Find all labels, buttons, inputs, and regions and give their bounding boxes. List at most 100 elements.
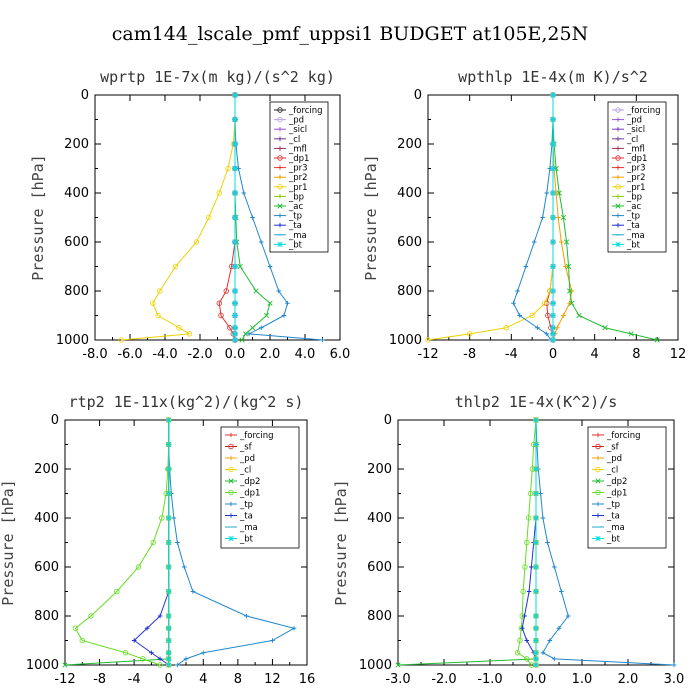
x-tick-label: 8: [234, 672, 242, 687]
data-point: [249, 325, 256, 331]
data-point: [550, 300, 556, 306]
data-point: [175, 662, 180, 668]
x-tick-label: 4: [199, 672, 207, 687]
legend-marker: [277, 213, 283, 218]
data-point: [522, 613, 527, 619]
chart-panel-2: wpthlp 1E-4x(m K)/s^2 Pressure [hPa] -12 -8…: [362, 68, 686, 362]
data-point: [524, 638, 530, 643]
legend-box: [587, 426, 667, 549]
data-point: [166, 637, 172, 644]
data-point: [520, 588, 526, 595]
data-point: [540, 515, 546, 521]
x-tick-label: -8: [463, 347, 476, 362]
x-tick-label: 4: [591, 347, 599, 362]
panel-title: wprtp 1E-7x(m kg)/(s^2 kg): [100, 68, 335, 86]
legend-label: _cl: [606, 466, 618, 476]
data-point: [527, 490, 534, 497]
data-point: [533, 539, 539, 546]
y-tick-label: 1000: [389, 333, 422, 348]
data-point: [533, 650, 539, 656]
y-tick-label: 0: [51, 413, 59, 428]
data-point: [552, 564, 557, 570]
legend-label: _dp1: [239, 489, 260, 499]
legend-marker: [277, 241, 283, 248]
data-point: [531, 239, 537, 245]
data-point: [166, 662, 172, 668]
chart-panel-3: rtp2 1E-11x(kg^2)/(kg^2 s) Pressure [hPa]…: [0, 393, 315, 687]
data-point: [242, 331, 249, 337]
legend: _forcing_pd_sicl_cl_mfl_dp1_pr3_pr2_pr1_…: [607, 101, 667, 253]
data-point: [232, 300, 238, 306]
y-tick-label: 600: [64, 235, 89, 250]
data-point: [538, 491, 543, 496]
legend-label: _forcing: [626, 106, 661, 116]
legend-label: _mfl: [288, 144, 307, 154]
legend-label: _bt: [239, 535, 254, 545]
legend-label: _ac: [288, 202, 303, 212]
legend-label: _ta: [239, 512, 253, 522]
data-point: [291, 625, 297, 631]
panel-title: thlp2 1E-4x(K^2)/s: [455, 393, 618, 411]
legend-marker: [228, 489, 234, 496]
legend-label: _tp: [606, 500, 620, 510]
legend-marker: [277, 136, 283, 142]
y-axis-label: Pressure [hPa]: [332, 479, 350, 605]
data-point: [563, 239, 570, 245]
legend-marker: [277, 146, 283, 151]
legend-label: _sf: [239, 443, 253, 453]
data-point: [232, 263, 238, 270]
data-point: [565, 613, 571, 619]
data-point: [533, 515, 539, 521]
y-tick-label: 800: [34, 609, 59, 624]
x-tick-label: -2.0: [431, 672, 456, 687]
series-line-dp1: [74, 420, 170, 666]
data-point: [541, 300, 548, 306]
data-point: [267, 300, 273, 306]
chart-panels: wprtp 1E-7x(m kg)/(s^2 kg) Pressure [hPa]…: [0, 68, 686, 687]
data-point: [166, 417, 172, 423]
data-point: [533, 656, 539, 662]
x-tick-label: -8.0: [82, 347, 107, 362]
data-point: [166, 564, 172, 570]
data-point: [232, 214, 238, 221]
y-tick-label: 0: [414, 88, 422, 103]
data-point: [186, 331, 193, 337]
series-line-pr1: [121, 95, 236, 341]
data-point: [155, 312, 161, 319]
y-tick-label: 0: [384, 413, 392, 428]
data-point: [175, 540, 180, 545]
data-point: [602, 325, 608, 331]
data-point: [545, 540, 550, 545]
legend-marker: [595, 455, 601, 461]
legend-label: _bt: [626, 240, 641, 250]
x-tick-label: -12: [54, 672, 75, 687]
legend-label: _pr3: [288, 164, 308, 174]
data-point: [232, 92, 238, 98]
series-line-tp: [535, 419, 675, 666]
data-point: [517, 637, 523, 644]
legend-label: _pr1: [626, 183, 646, 193]
data-point: [533, 625, 539, 631]
data-point: [525, 515, 532, 521]
data-point: [552, 656, 557, 662]
data-point: [171, 515, 177, 521]
data-point: [566, 263, 572, 270]
legend: _forcing _sf_pd _cl_dp2 _dp1_tp _ta_ma _bt: [587, 426, 667, 549]
x-tick-label: 2.0: [260, 347, 281, 362]
legend-marker: [615, 107, 621, 113]
legend-marker: [615, 184, 621, 190]
data-point: [193, 239, 200, 245]
data-point: [550, 288, 556, 294]
x-tick-label: -4: [128, 672, 141, 687]
legend-label: _sf: [606, 443, 620, 453]
series-line-pr1: [427, 95, 554, 341]
data-point: [628, 331, 634, 337]
legend-label: _dp2: [239, 477, 260, 487]
data-point: [533, 637, 539, 644]
data-point: [550, 190, 556, 196]
y-tick-label: 200: [397, 137, 422, 152]
data-point: [216, 190, 222, 196]
legend-marker: [277, 107, 283, 113]
data-point: [522, 564, 528, 570]
